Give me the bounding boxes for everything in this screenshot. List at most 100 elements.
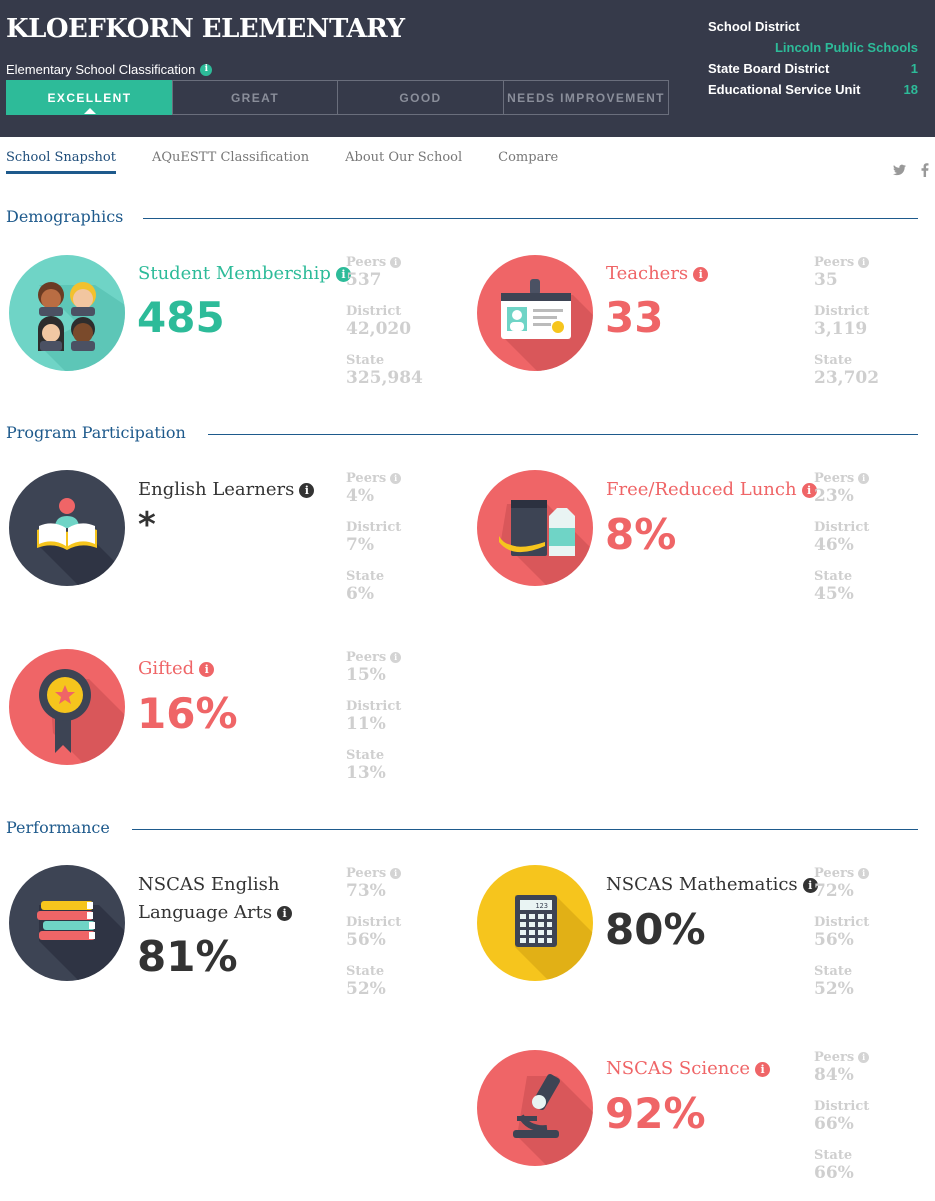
section-divider bbox=[208, 434, 918, 435]
info-icon[interactable]: i bbox=[858, 472, 870, 484]
info-icon[interactable]: i bbox=[693, 266, 709, 282]
info-icon[interactable]: i bbox=[858, 1051, 870, 1063]
state-label: State bbox=[814, 963, 853, 979]
nscas-ela-label-line2-row: Language Arts i bbox=[138, 899, 293, 927]
section-divider bbox=[143, 218, 918, 219]
info-icon[interactable]: i bbox=[858, 867, 870, 879]
peers-value: 23% bbox=[814, 486, 854, 506]
peers-label: Peers bbox=[346, 254, 387, 270]
microscope-icon bbox=[477, 1050, 593, 1166]
esu-value: 18 bbox=[903, 82, 918, 97]
state-value: 6% bbox=[346, 584, 374, 604]
state-label: State bbox=[814, 1147, 853, 1163]
info-icon[interactable]: i bbox=[802, 877, 818, 893]
tab-about-our-school[interactable]: About Our School bbox=[345, 150, 463, 165]
state-value: 325,984 bbox=[346, 368, 423, 388]
rating-great: GREAT bbox=[172, 80, 338, 115]
state-value: 52% bbox=[814, 979, 854, 999]
nscas-math-comparison: Peers i 72% District 56% State 52% bbox=[814, 865, 869, 1012]
nscas-ela-label-line2: Language Arts bbox=[138, 902, 273, 923]
teachers-value: 33 bbox=[605, 293, 664, 342]
section-program-participation: Program Participation bbox=[6, 423, 186, 442]
nscas-science-label-text: NSCAS Science bbox=[606, 1058, 751, 1079]
gifted-label-text: Gifted bbox=[138, 658, 195, 679]
district-value: 66% bbox=[814, 1114, 854, 1134]
student-membership-label-text: Student Membership bbox=[138, 263, 331, 284]
state-value: 45% bbox=[814, 584, 854, 604]
school-name: KLOEFKORN ELEMENTARY bbox=[6, 14, 405, 44]
peers-label: Peers bbox=[346, 470, 387, 486]
state-board-value: 1 bbox=[910, 61, 918, 76]
state-value: 23,702 bbox=[814, 368, 880, 388]
peers-label: Peers bbox=[814, 865, 855, 881]
teachers-comparison: Peers i 35 District 3,119 State 23,702 bbox=[814, 254, 879, 401]
peers-value: 537 bbox=[346, 270, 382, 290]
free-reduced-lunch-comparison: Peers i 23% District 46% State 45% bbox=[814, 470, 869, 617]
peers-label: Peers bbox=[814, 1049, 855, 1065]
twitter-icon[interactable] bbox=[893, 164, 906, 176]
free-reduced-lunch-label-text: Free/Reduced Lunch bbox=[606, 479, 797, 500]
student-membership-comparison: Peers i 537 District 42,020 State 325,984 bbox=[346, 254, 423, 401]
district-label: District bbox=[346, 698, 402, 714]
nscas-ela-comparison: Peers i 73% District 56% State 52% bbox=[346, 865, 401, 1012]
state-board-label: State Board District bbox=[708, 61, 830, 76]
tab-compare[interactable]: Compare bbox=[498, 150, 559, 165]
info-icon[interactable]: i bbox=[390, 651, 402, 663]
school-district-link[interactable]: Lincoln Public Schools bbox=[774, 40, 918, 55]
award-ribbon-icon bbox=[9, 649, 125, 765]
books-icon bbox=[9, 865, 125, 981]
peers-label: Peers bbox=[346, 649, 387, 665]
info-icon[interactable]: i bbox=[390, 256, 402, 268]
tab-school-snapshot[interactable]: School Snapshot bbox=[6, 150, 116, 174]
info-icon[interactable]: i bbox=[390, 867, 402, 879]
district-label: District bbox=[814, 1098, 870, 1114]
district-value: 11% bbox=[346, 714, 386, 734]
free-reduced-lunch-label: Free/Reduced Lunch i bbox=[606, 476, 817, 504]
nscas-science-comparison: Peers i 84% District 66% State 66% bbox=[814, 1049, 869, 1196]
reading-icon bbox=[9, 470, 125, 586]
nscas-math-value: 80% bbox=[605, 905, 706, 954]
info-icon[interactable]: i bbox=[200, 63, 213, 76]
english-learners-label: English Learners i bbox=[138, 476, 315, 504]
info-icon[interactable]: i bbox=[199, 661, 215, 677]
lunch-icon bbox=[477, 470, 593, 586]
peers-value: 72% bbox=[814, 881, 854, 901]
school-header: KLOEFKORN ELEMENTARY Elementary School C… bbox=[0, 0, 935, 137]
district-value: 3,119 bbox=[814, 319, 868, 339]
district-label: District bbox=[814, 303, 870, 319]
tab-aquestt-classification[interactable]: AQuESTT Classification bbox=[151, 150, 310, 165]
state-value: 52% bbox=[346, 979, 386, 999]
gifted-comparison: Peers i 15% District 11% State 13% bbox=[346, 649, 401, 796]
peers-value: 15% bbox=[346, 665, 386, 685]
info-icon[interactable]: i bbox=[390, 472, 402, 484]
main-nav: School Snapshot AQuESTT Classification A… bbox=[6, 150, 594, 174]
rating-good: GOOD bbox=[337, 80, 504, 115]
students-icon bbox=[9, 255, 125, 371]
facebook-icon[interactable] bbox=[921, 163, 929, 177]
state-label: State bbox=[346, 963, 385, 979]
section-demographics: Demographics bbox=[6, 207, 124, 226]
classification-label: Elementary School Classification i bbox=[6, 62, 213, 77]
info-icon[interactable]: i bbox=[801, 482, 817, 498]
state-label: State bbox=[814, 352, 853, 368]
state-label: State bbox=[346, 352, 385, 368]
info-icon[interactable]: i bbox=[755, 1061, 771, 1077]
classification-label-text: Elementary School Classification bbox=[6, 62, 196, 77]
classification-rating-bar: EXCELLENT GREAT GOOD NEEDS IMPROVEMENT bbox=[6, 80, 669, 115]
district-label: District bbox=[814, 914, 870, 930]
info-icon[interactable]: i bbox=[277, 905, 293, 921]
state-value: 13% bbox=[346, 763, 386, 783]
student-membership-label: Student Membership i bbox=[138, 260, 351, 288]
info-icon[interactable]: i bbox=[335, 266, 351, 282]
english-learners-comparison: Peers i 4% District 7% State 6% bbox=[346, 470, 401, 617]
school-district-label: School District bbox=[708, 19, 800, 34]
english-learners-value: * bbox=[138, 505, 156, 545]
district-label: District bbox=[346, 519, 402, 535]
teachers-label-text: Teachers bbox=[606, 263, 689, 284]
info-icon[interactable]: i bbox=[299, 482, 315, 498]
district-value: 56% bbox=[814, 930, 854, 950]
peers-value: 84% bbox=[814, 1065, 854, 1085]
section-divider bbox=[132, 829, 918, 830]
info-icon[interactable]: i bbox=[858, 256, 870, 268]
calculator-display-text: 123 bbox=[535, 902, 548, 910]
